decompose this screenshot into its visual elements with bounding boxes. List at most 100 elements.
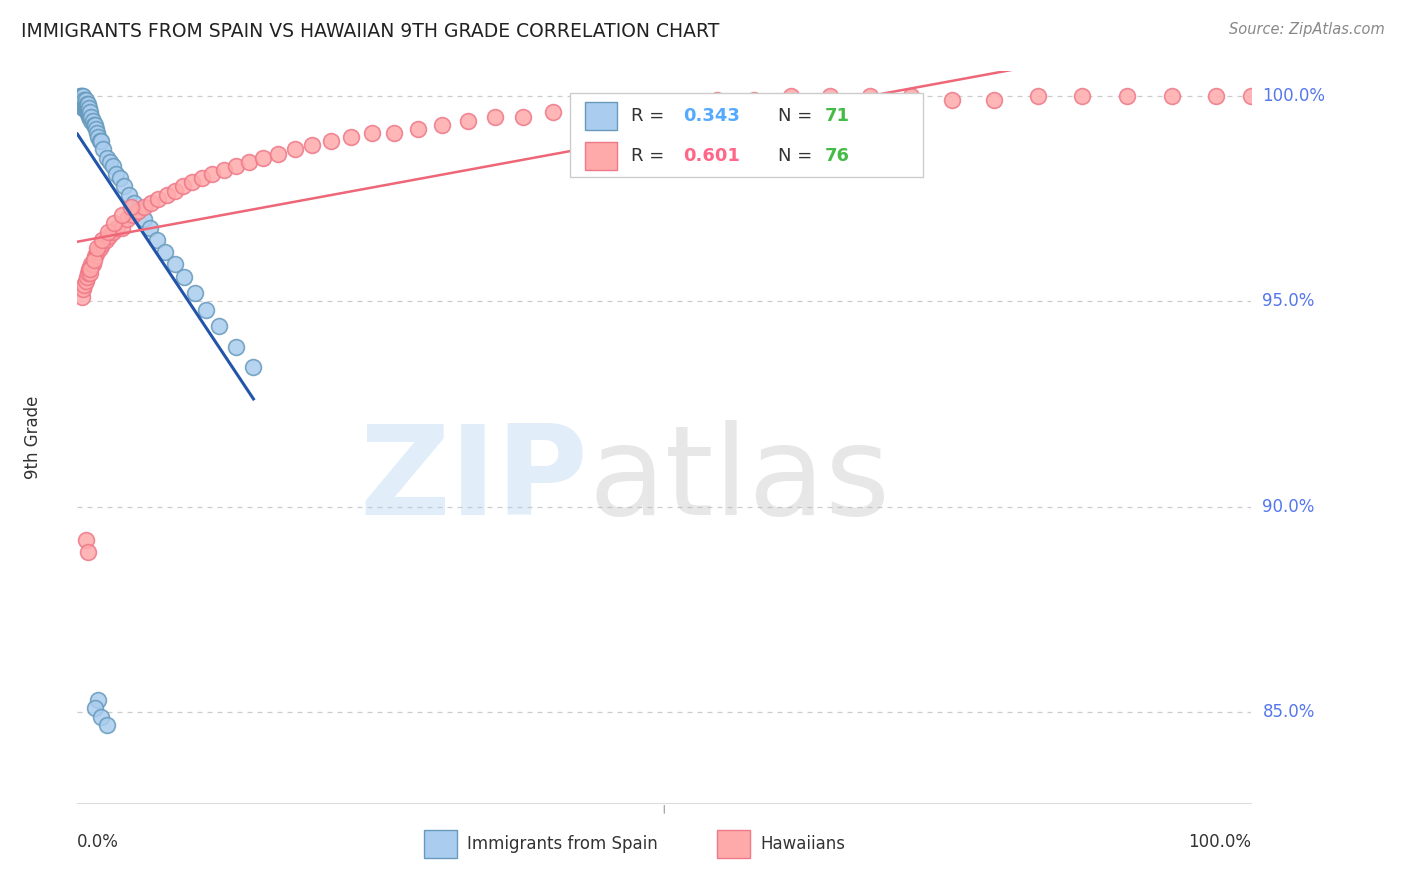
Point bbox=[83, 118, 105, 132]
Point bbox=[75, 101, 97, 115]
Text: 76: 76 bbox=[825, 147, 851, 165]
Point bbox=[79, 105, 101, 120]
Point bbox=[70, 93, 93, 107]
Point bbox=[406, 121, 429, 136]
Text: Source: ZipAtlas.com: Source: ZipAtlas.com bbox=[1229, 22, 1385, 37]
Point bbox=[111, 208, 134, 222]
Point bbox=[201, 167, 224, 181]
Text: atlas: atlas bbox=[588, 420, 890, 541]
Point bbox=[1205, 89, 1227, 103]
Point bbox=[97, 225, 120, 239]
Point bbox=[242, 360, 264, 375]
Point bbox=[70, 97, 93, 112]
Point bbox=[105, 220, 128, 235]
Point bbox=[671, 97, 693, 112]
Point bbox=[77, 97, 100, 112]
Text: 100.0%: 100.0% bbox=[1188, 833, 1251, 851]
Point bbox=[91, 236, 114, 251]
Point bbox=[77, 545, 100, 559]
Point bbox=[77, 101, 100, 115]
Point bbox=[780, 89, 803, 103]
Point bbox=[84, 249, 107, 263]
Point bbox=[173, 269, 195, 284]
Point bbox=[70, 89, 93, 103]
Point bbox=[72, 101, 94, 115]
Point bbox=[86, 126, 108, 140]
Point bbox=[818, 89, 841, 103]
Point bbox=[75, 274, 97, 288]
Text: 0.601: 0.601 bbox=[683, 147, 740, 165]
Point bbox=[637, 97, 659, 112]
Point bbox=[1240, 89, 1263, 103]
Point bbox=[84, 118, 107, 132]
Point bbox=[172, 179, 194, 194]
Point bbox=[1160, 89, 1182, 103]
Point bbox=[96, 151, 118, 165]
Point bbox=[118, 187, 141, 202]
Point bbox=[457, 113, 479, 128]
Point bbox=[90, 709, 112, 723]
Text: 9th Grade: 9th Grade bbox=[24, 395, 42, 479]
Point bbox=[195, 302, 218, 317]
Point bbox=[148, 192, 170, 206]
Point bbox=[73, 101, 96, 115]
Point bbox=[72, 93, 94, 107]
Point bbox=[301, 138, 323, 153]
Point bbox=[82, 113, 104, 128]
Point bbox=[76, 269, 98, 284]
Point bbox=[225, 340, 247, 354]
Point bbox=[75, 93, 97, 107]
Point bbox=[77, 266, 100, 280]
Point bbox=[941, 93, 963, 107]
Text: 95.0%: 95.0% bbox=[1263, 293, 1315, 310]
Point bbox=[134, 212, 156, 227]
Point bbox=[361, 126, 384, 140]
Point bbox=[98, 154, 121, 169]
Point bbox=[73, 278, 96, 293]
Point bbox=[77, 105, 100, 120]
Point bbox=[77, 105, 100, 120]
Text: N =: N = bbox=[778, 147, 818, 165]
Point bbox=[111, 220, 134, 235]
Point bbox=[89, 241, 111, 255]
Point bbox=[127, 204, 149, 219]
Point bbox=[183, 286, 207, 301]
Point bbox=[212, 163, 235, 178]
Point bbox=[105, 167, 128, 181]
Bar bbox=[585, 102, 617, 130]
Point bbox=[432, 118, 454, 132]
Point bbox=[163, 184, 186, 198]
Point bbox=[84, 701, 107, 715]
Point bbox=[76, 101, 98, 115]
Point bbox=[73, 93, 96, 107]
Text: ZIP: ZIP bbox=[360, 420, 588, 541]
Text: 0.0%: 0.0% bbox=[77, 833, 120, 851]
Point bbox=[101, 159, 124, 173]
Point bbox=[80, 110, 103, 124]
Point bbox=[80, 258, 103, 272]
Point bbox=[103, 216, 125, 230]
Point bbox=[77, 110, 100, 124]
Point bbox=[1115, 89, 1137, 103]
Text: R =: R = bbox=[631, 107, 671, 125]
Point bbox=[155, 245, 177, 260]
Point bbox=[90, 134, 112, 148]
Point bbox=[983, 93, 1005, 107]
Point bbox=[484, 110, 506, 124]
Bar bbox=[585, 143, 617, 170]
Bar bbox=[571, 94, 922, 178]
Bar bbox=[717, 830, 749, 858]
Point bbox=[80, 113, 103, 128]
Point bbox=[706, 93, 728, 107]
Point bbox=[121, 208, 143, 222]
Point bbox=[859, 89, 882, 103]
Point bbox=[75, 533, 97, 547]
Point bbox=[72, 89, 94, 103]
Point bbox=[87, 693, 110, 707]
Point bbox=[72, 97, 94, 112]
Point bbox=[82, 258, 104, 272]
Point bbox=[79, 266, 101, 280]
Point bbox=[87, 130, 110, 145]
Point bbox=[101, 225, 124, 239]
Point bbox=[283, 143, 305, 157]
